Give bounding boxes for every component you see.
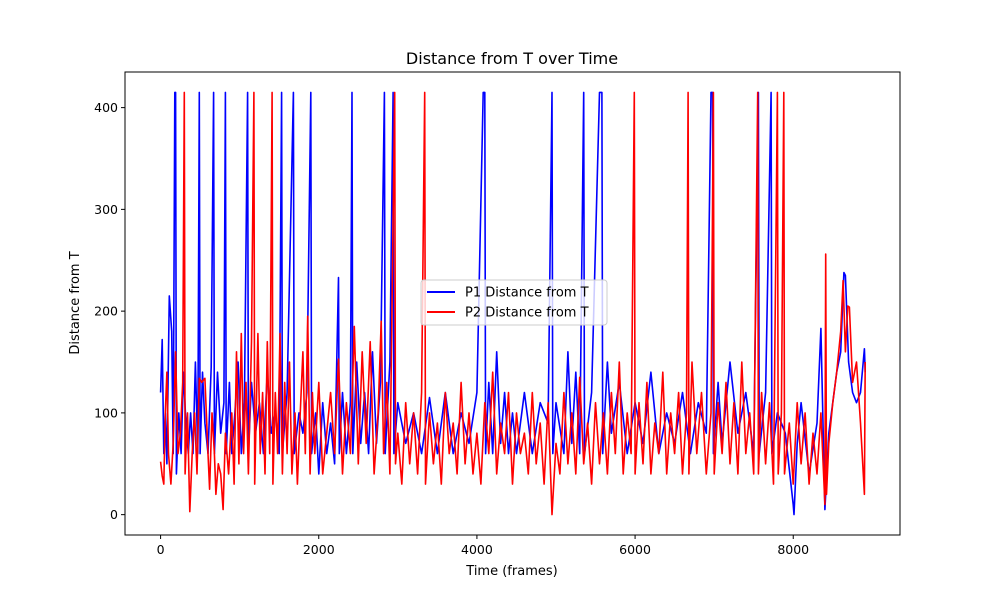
y-tick-label: 400 [94, 100, 118, 115]
plot-frame [124, 71, 901, 536]
x-tick-label: 4000 [461, 542, 493, 557]
x-tick-label: 0 [157, 542, 165, 557]
y-axis-label: Distance from T [68, 251, 83, 354]
x-tick-label: 8000 [777, 542, 809, 557]
x-axis-label: Time (frames) [465, 564, 557, 579]
y-tick-label: 100 [94, 405, 118, 420]
series-line-1 [159, 91, 866, 516]
chart-title: Distance from T over Time [406, 49, 618, 68]
y-axis-ticks: 0 100 200 300 400 [94, 100, 125, 522]
legend-label: P2 Distance from T [465, 306, 589, 321]
x-tick-label: 6000 [619, 542, 651, 557]
legend: P1 Distance from T P2 Distance from T [420, 279, 608, 326]
series-line-2 [159, 91, 866, 516]
y-tick-label: 300 [94, 202, 118, 217]
y-tick-label: 200 [94, 304, 118, 319]
legend-label: P1 Distance from T [465, 286, 589, 301]
legend-box [420, 279, 608, 326]
x-tick-label: 2000 [303, 542, 335, 557]
x-axis-ticks: 0 2000 4000 6000 8000 [157, 535, 809, 557]
y-tick-label: 0 [110, 507, 118, 522]
series-layer [159, 91, 866, 516]
